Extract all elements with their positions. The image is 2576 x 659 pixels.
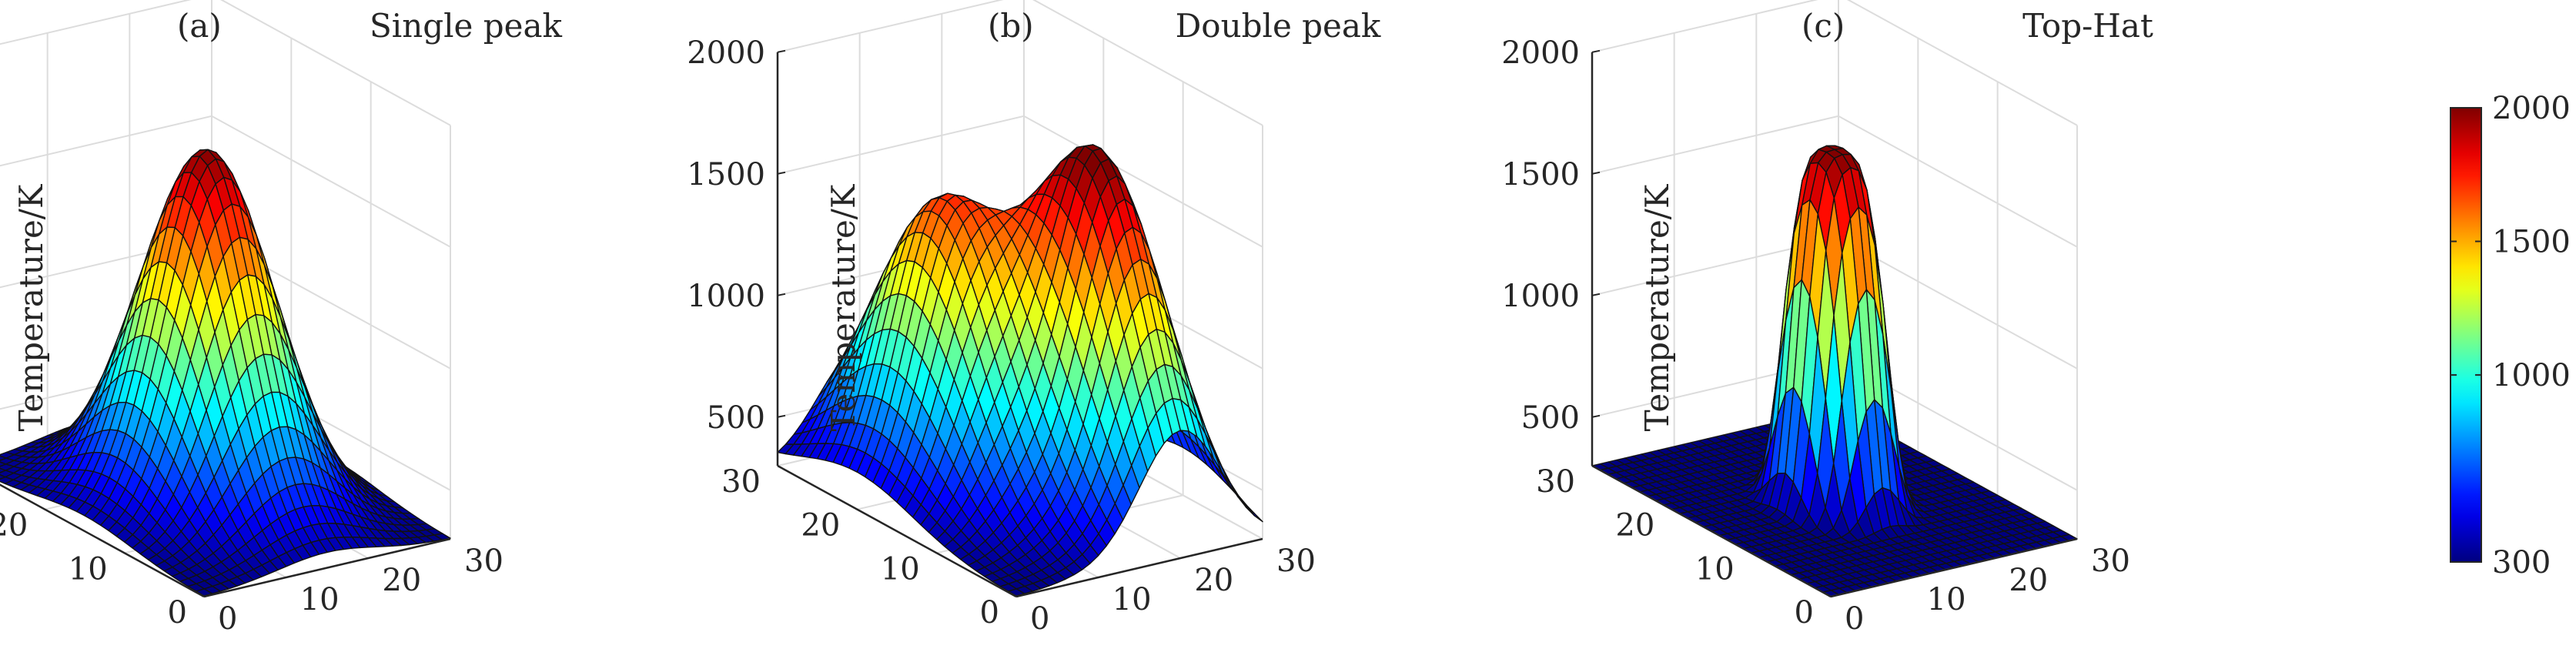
colorbar-tick-label: 1000 xyxy=(2492,358,2571,393)
y-tick-label: 20 xyxy=(0,508,28,544)
panel-label: (a) xyxy=(177,7,222,45)
grid-line xyxy=(1591,115,2078,248)
x-tick-label: 10 xyxy=(1112,582,1152,617)
y-tick-label: 0 xyxy=(168,595,187,631)
y-tick-label: 20 xyxy=(801,508,840,544)
x-tick-label: 20 xyxy=(382,563,421,598)
z-tick-mark xyxy=(1591,49,1601,53)
y-axis-line xyxy=(777,464,1017,598)
z-tick-label: 2000 xyxy=(687,35,765,71)
z-axis-label: Temperature/K xyxy=(12,183,50,431)
surface-plot xyxy=(1591,145,2078,597)
x-tick-label: 30 xyxy=(2091,544,2130,579)
z-tick-mark xyxy=(777,49,786,53)
z-tick-label: 1500 xyxy=(1501,157,1580,192)
surface-plot xyxy=(777,144,1263,597)
z-axis-label: Temperature/K xyxy=(1638,183,1676,431)
x-axis-line xyxy=(203,537,451,598)
grid-line xyxy=(0,0,451,126)
z-tick-label: 1000 xyxy=(1501,279,1580,314)
x-tick-label: 30 xyxy=(1276,544,1316,579)
y-tick-label: 30 xyxy=(1536,464,1575,500)
colorbar: 300 1000 1500 2000 xyxy=(2450,91,2571,580)
colorbar-tick-label: 2000 xyxy=(2492,91,2571,126)
z-tick-mark xyxy=(1591,171,1601,175)
x-tick-label: 10 xyxy=(300,582,340,617)
x-tick-label: 0 xyxy=(1030,601,1049,637)
chart-title: Single peak xyxy=(370,7,563,45)
z-tick-label: 2000 xyxy=(1501,35,1580,71)
chart-title: Top-Hat xyxy=(2022,7,2153,45)
x-axis-line xyxy=(1830,537,2078,598)
z-tick-mark xyxy=(1591,414,1601,418)
y-tick-label: 30 xyxy=(721,464,761,500)
x-axis-line xyxy=(1015,537,1263,598)
z-tick-label: 500 xyxy=(1521,400,1580,436)
z-axis-label: Temperature/K xyxy=(825,183,862,431)
panel-label: (b) xyxy=(988,7,1034,45)
z-tick-label: 500 xyxy=(707,400,765,436)
panel-double-peak: 500 1000 1500 2000 0 10 20 30 0 10 20 30 (b) Double… xyxy=(687,0,1381,637)
colorbar-ticks: 300 1000 1500 2000 xyxy=(2451,91,2571,580)
x-tick-label: 20 xyxy=(1194,563,1233,598)
z-tick-mark xyxy=(777,171,786,175)
grid-line xyxy=(777,0,1263,126)
z-tick-label: 1500 xyxy=(687,157,765,192)
z-tick-mark xyxy=(777,293,786,296)
chart-title: Double peak xyxy=(1176,7,1381,45)
z-tick-label: 1000 xyxy=(687,279,765,314)
y-tick-label: 10 xyxy=(1695,551,1735,587)
panel-top-hat: 500 1000 1500 2000 0 10 20 30 0 10 20 30 (c) Top-Ha… xyxy=(1501,0,2153,637)
z-tick-mark xyxy=(1591,293,1601,296)
x-tick-label: 10 xyxy=(1927,582,1966,617)
colorbar-gradient xyxy=(2450,107,2482,563)
x-tick-label: 20 xyxy=(2009,563,2048,598)
y-tick-label: 0 xyxy=(980,595,999,631)
grid-line xyxy=(1591,0,2078,126)
surface-plot xyxy=(0,149,451,597)
y-axis-line xyxy=(1591,464,1832,598)
x-tick-label: 30 xyxy=(464,544,503,579)
y-tick-label: 0 xyxy=(1795,595,1814,631)
panel-label: (c) xyxy=(1802,7,1845,45)
axis-ticks: 500 1000 1500 2000 0 10 20 30 0 10 20 30 xyxy=(687,35,1316,637)
colorbar-tick-label: 300 xyxy=(2492,545,2551,580)
grid-line xyxy=(777,115,1263,248)
x-tick-label: 0 xyxy=(1845,601,1864,637)
z-tick-mark xyxy=(777,414,786,418)
grid-line xyxy=(0,115,451,248)
colorbar-tick-label: 1500 xyxy=(2492,225,2571,260)
x-tick-label: 0 xyxy=(218,601,237,637)
y-tick-label: 10 xyxy=(881,551,920,587)
axis-ticks: 500 1000 1500 2000 0 10 20 30 0 10 20 30 xyxy=(1501,35,2130,637)
y-tick-label: 10 xyxy=(69,551,108,587)
y-axis-line xyxy=(0,483,205,598)
y-tick-label: 20 xyxy=(1615,508,1654,544)
